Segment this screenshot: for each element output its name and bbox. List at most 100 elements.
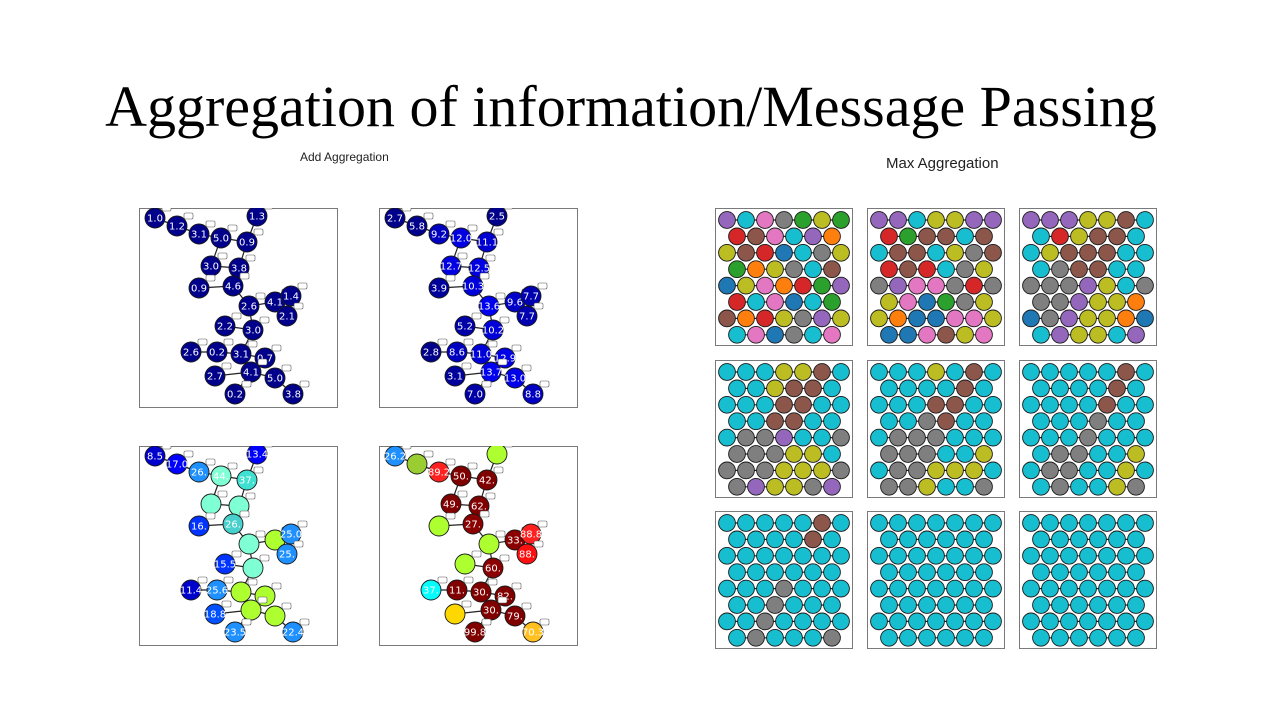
graph-node <box>1117 514 1135 532</box>
node-value: 5.0 <box>267 374 283 385</box>
graph-node <box>1127 563 1145 582</box>
graph-node <box>206 579 228 601</box>
node-id-tag <box>537 520 548 528</box>
graph-node <box>454 315 476 337</box>
graph-node <box>775 461 793 480</box>
graph-node <box>1032 445 1050 463</box>
graph-node <box>984 309 1002 328</box>
graph-node <box>718 612 736 631</box>
graph-node <box>1089 412 1107 431</box>
node-id-tag <box>205 512 216 520</box>
graph-node <box>965 211 983 229</box>
graph-node <box>965 428 983 447</box>
graph-node <box>823 596 841 614</box>
node-id-tag <box>299 618 310 626</box>
graph-node <box>813 243 831 262</box>
graph-node <box>1136 579 1154 598</box>
graph-node <box>242 319 264 341</box>
graph-node <box>747 379 765 398</box>
graph-node <box>975 477 993 496</box>
node-id-tag <box>511 344 522 352</box>
graph-node <box>1032 293 1050 311</box>
graph-node <box>813 579 831 598</box>
node-value: 3.1 <box>447 372 463 383</box>
graph-node <box>1127 412 1145 431</box>
graph-node <box>956 596 974 614</box>
graph-node <box>1117 309 1135 328</box>
graph-node <box>794 612 812 631</box>
graph-node <box>946 395 964 414</box>
graph-node <box>1041 276 1059 295</box>
node-id-tag <box>231 550 242 558</box>
panel-frame <box>867 208 1005 346</box>
graph-node <box>804 596 822 614</box>
node-id-tag <box>471 550 482 558</box>
graph-node <box>1108 260 1126 279</box>
graph-node <box>1136 612 1154 631</box>
node-value: 7.7 <box>523 292 539 303</box>
graph-node <box>927 579 945 598</box>
graph-node <box>180 341 202 363</box>
graph-node <box>785 596 803 614</box>
graph-node <box>813 211 831 229</box>
graph-node <box>728 563 746 582</box>
node-value: 3.1 <box>233 350 249 361</box>
node-id-tag <box>263 208 274 210</box>
max-grid-panel-8 <box>867 511 1005 649</box>
panel-frame <box>867 511 1005 649</box>
graph-node <box>946 546 964 565</box>
graph-node <box>276 305 298 327</box>
graph-node <box>1079 579 1097 598</box>
graph-node <box>1041 514 1059 532</box>
node-value: 22.4 <box>282 628 304 639</box>
graph-node <box>1108 293 1126 311</box>
graph-node <box>766 596 784 614</box>
node-value: 13.6 <box>478 302 500 313</box>
graph-node <box>1079 276 1097 295</box>
graph-node <box>280 285 302 307</box>
node-value: 30. <box>473 588 489 599</box>
node-id-tag <box>223 338 234 346</box>
graph-node <box>975 325 993 344</box>
node-value: 0.2 <box>227 390 243 401</box>
node-value: 33. <box>507 536 523 547</box>
node-id-tag <box>271 344 282 352</box>
panel-frame <box>379 446 578 646</box>
graph-node <box>1136 546 1154 565</box>
graph-node <box>516 305 538 327</box>
node-value: 3.0 <box>245 326 261 337</box>
graph-node <box>908 363 926 381</box>
graph-node <box>823 445 841 463</box>
graph-node <box>1051 227 1069 246</box>
node-id-tag <box>257 596 268 604</box>
graph-node <box>918 379 936 398</box>
graph-node <box>880 379 898 398</box>
graph-node <box>870 461 888 480</box>
graph-node <box>264 367 286 389</box>
graph-node <box>918 628 936 647</box>
graph-node <box>246 446 268 465</box>
graph-node <box>918 227 936 246</box>
graph-node <box>975 260 993 279</box>
node-id-tag <box>271 582 282 590</box>
graph-node <box>1051 628 1069 647</box>
node-value: 3.0 <box>203 262 219 273</box>
max-grid-panel-3 <box>1019 208 1157 346</box>
node-id-tag <box>479 510 490 518</box>
node-id-tag <box>245 254 256 262</box>
graph-node <box>918 325 936 344</box>
graph-node <box>1032 596 1050 614</box>
node-value: 3.8 <box>285 390 301 401</box>
node-id-tag <box>205 274 216 282</box>
node-id-tag <box>467 462 478 470</box>
graph-node <box>756 612 774 631</box>
panel-frame <box>715 360 853 498</box>
graph-node <box>899 293 917 311</box>
graph-node <box>832 363 850 381</box>
graph-node <box>747 530 765 549</box>
graph-node <box>1051 293 1069 311</box>
graph-node <box>899 563 917 582</box>
graph-node <box>880 477 898 496</box>
graph-node <box>1117 276 1135 295</box>
graph-node <box>775 276 793 295</box>
